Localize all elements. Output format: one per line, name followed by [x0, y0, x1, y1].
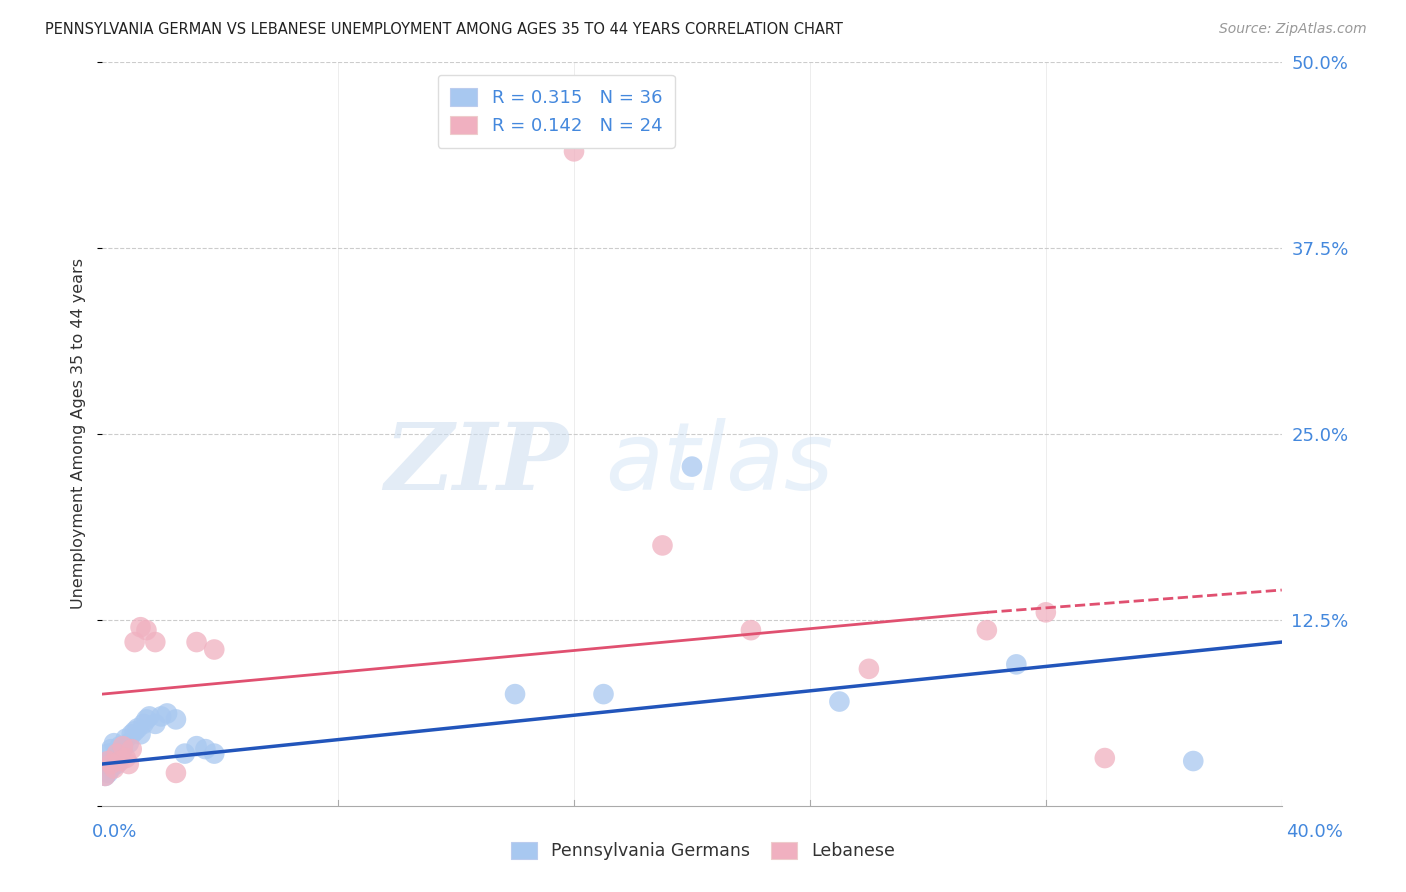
Point: [828, 694, 851, 708]
Point: [121, 727, 143, 741]
Point: [202, 642, 225, 657]
Point: [202, 747, 225, 761]
Point: [118, 736, 141, 750]
Legend: Pennsylvania Germans, Lebanese: Pennsylvania Germans, Lebanese: [505, 835, 901, 867]
Point: [165, 712, 187, 726]
Point: [194, 742, 217, 756]
Point: [1005, 657, 1028, 672]
Point: [976, 623, 998, 637]
Point: [562, 145, 585, 159]
Point: [150, 709, 173, 723]
Point: [108, 754, 131, 768]
Point: [127, 721, 149, 735]
Point: [97, 747, 120, 761]
Point: [132, 716, 155, 731]
Point: [143, 635, 166, 649]
Point: [114, 731, 136, 746]
Y-axis label: Unemployment Among Ages 35 to 44 years: Unemployment Among Ages 35 to 44 years: [72, 259, 86, 609]
Point: [681, 459, 703, 474]
Point: [97, 766, 120, 780]
Point: [143, 716, 166, 731]
Point: [100, 742, 122, 756]
Text: atlas: atlas: [605, 418, 834, 509]
Point: [108, 751, 131, 765]
Point: [124, 724, 146, 739]
Text: ZIP: ZIP: [384, 418, 568, 508]
Point: [124, 635, 146, 649]
Point: [858, 662, 880, 676]
Point: [94, 769, 117, 783]
Point: [165, 766, 187, 780]
Point: [135, 623, 157, 637]
Point: [156, 706, 179, 721]
Point: [592, 687, 614, 701]
Point: [651, 538, 673, 552]
Point: [105, 747, 128, 761]
Point: [121, 742, 143, 756]
Point: [103, 754, 125, 768]
Point: [94, 769, 117, 783]
Text: 0.0%: 0.0%: [91, 822, 136, 840]
Legend: R = 0.315   N = 36, R = 0.142   N = 24: R = 0.315 N = 36, R = 0.142 N = 24: [437, 75, 675, 148]
Point: [114, 751, 136, 765]
Point: [740, 623, 762, 637]
Point: [503, 687, 526, 701]
Point: [105, 747, 128, 761]
Point: [111, 739, 134, 754]
Point: [129, 620, 152, 634]
Text: PENNSYLVANIA GERMAN VS LEBANESE UNEMPLOYMENT AMONG AGES 35 TO 44 YEARS CORRELATI: PENNSYLVANIA GERMAN VS LEBANESE UNEMPLOY…: [45, 22, 842, 37]
Point: [186, 635, 208, 649]
Point: [103, 736, 125, 750]
Point: [1035, 605, 1057, 619]
Point: [118, 757, 141, 772]
Point: [138, 709, 160, 723]
Point: [103, 762, 125, 776]
Point: [100, 757, 122, 772]
Point: [173, 747, 195, 761]
Point: [108, 739, 131, 754]
Point: [186, 739, 208, 754]
Point: [1182, 754, 1205, 768]
Point: [1094, 751, 1116, 765]
Point: [100, 762, 122, 776]
Point: [105, 757, 128, 772]
Point: [135, 712, 157, 726]
Point: [111, 742, 134, 756]
Text: 40.0%: 40.0%: [1286, 822, 1343, 840]
Point: [97, 754, 120, 768]
Point: [94, 757, 117, 772]
Point: [129, 727, 152, 741]
Text: Source: ZipAtlas.com: Source: ZipAtlas.com: [1219, 22, 1367, 37]
